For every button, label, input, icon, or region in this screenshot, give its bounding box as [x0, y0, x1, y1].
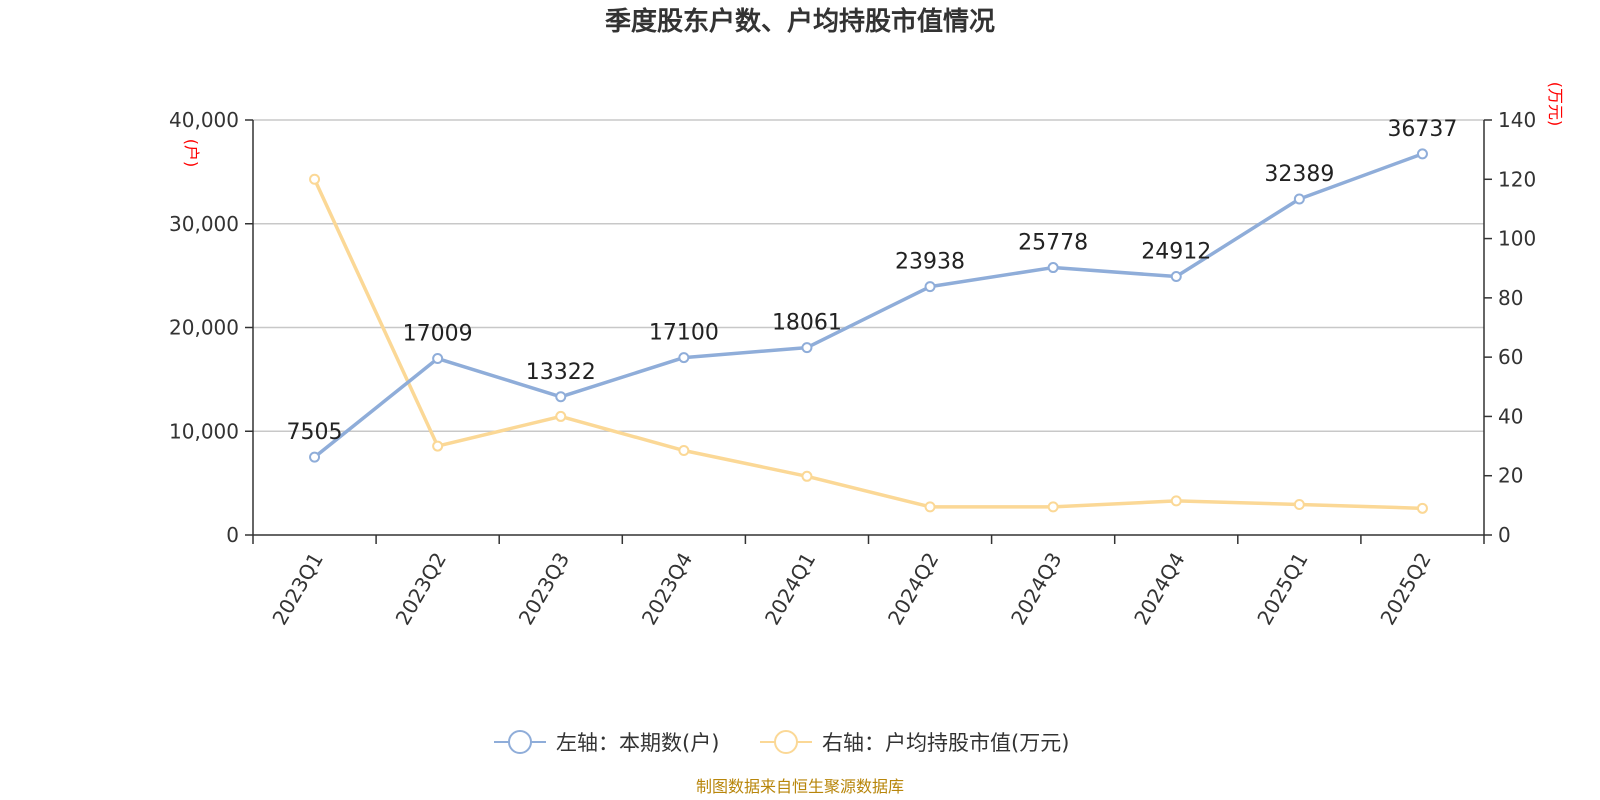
- data-point: [309, 451, 321, 463]
- series-line: [312, 178, 1423, 511]
- data-point: [1416, 502, 1428, 514]
- data-label: 17100: [649, 321, 719, 346]
- data-point: [1293, 193, 1305, 205]
- data-label: 7505: [287, 420, 343, 445]
- x-tick-label: 2023Q4: [637, 548, 697, 629]
- x-tick-label: 2024Q4: [1129, 548, 1189, 629]
- right-axis-unit: (万元): [1546, 82, 1565, 127]
- data-point: [432, 353, 444, 365]
- left-tick-label: 30,000: [169, 212, 239, 236]
- data-point: [309, 173, 321, 185]
- data-point: [555, 391, 567, 403]
- data-point: [1170, 271, 1182, 283]
- data-label: 18061: [772, 311, 842, 336]
- left-tick-label: 20,000: [169, 316, 239, 340]
- data-label: 36737: [1387, 117, 1457, 142]
- data-point: [678, 352, 690, 364]
- left-tick-label: 0: [226, 523, 239, 547]
- legend[interactable]: 左轴：本期数(户) 右轴：户均持股市值(万元): [494, 730, 1069, 755]
- left-tick-label: 10,000: [169, 419, 239, 443]
- data-label: 13322: [526, 360, 596, 385]
- legend-marker: [508, 730, 532, 754]
- source-note: 制图数据来自恒生聚源数据库: [696, 777, 904, 796]
- series-line: [313, 152, 1424, 459]
- legend-item[interactable]: 右轴：户均持股市值(万元): [760, 730, 1069, 755]
- data-label: 23938: [895, 250, 965, 275]
- data-point: [924, 281, 936, 293]
- right-tick-label: 60: [1498, 345, 1523, 369]
- data-label: 17009: [403, 322, 473, 347]
- right-tick-label: 0: [1498, 523, 1511, 547]
- x-tick-label: 2023Q1: [267, 548, 327, 629]
- data-label: 32389: [1264, 162, 1334, 187]
- series-layer: 7505 17009 13322 17100 18061 23938 25778 24912 3…: [287, 117, 1457, 514]
- right-tick-label: 80: [1498, 286, 1523, 310]
- data-point: [801, 342, 813, 354]
- right-tick-label: 20: [1498, 464, 1523, 488]
- series-left: 7505 17009 13322 17100 18061 23938 25778 24912 3…: [287, 117, 1457, 463]
- grid-lines: [253, 119, 1484, 432]
- data-point: [1416, 148, 1428, 160]
- right-tick-label: 120: [1498, 167, 1536, 191]
- legend-marker: [774, 730, 798, 754]
- x-tick-label: 2023Q2: [391, 548, 451, 629]
- chart-title: 季度股东户数、户均持股市值情况: [605, 6, 995, 37]
- x-tick-label: 2024Q1: [760, 548, 820, 629]
- legend-item[interactable]: 左轴：本期数(户): [494, 730, 719, 755]
- x-tick-label: 2025Q2: [1375, 548, 1435, 629]
- left-tick-label: 40,000: [169, 108, 239, 132]
- right-tick-label: 140: [1498, 108, 1536, 132]
- right-tick-label: 100: [1498, 227, 1536, 251]
- data-point: [432, 440, 444, 452]
- x-tick-label: 2024Q2: [883, 548, 943, 629]
- data-point: [678, 445, 690, 457]
- data-point: [801, 470, 813, 482]
- data-point: [1293, 498, 1305, 510]
- x-tick-label: 2023Q3: [514, 548, 574, 629]
- legend-label: 左轴：本期数(户): [556, 731, 719, 755]
- data-point: [1047, 501, 1059, 513]
- data-label: 24912: [1141, 240, 1211, 265]
- series-right: [309, 173, 1428, 514]
- x-tick-label: 2024Q3: [1006, 548, 1066, 629]
- data-point: [1170, 495, 1182, 507]
- x-tick-label: 2025Q1: [1252, 548, 1312, 629]
- right-tick-label: 40: [1498, 404, 1523, 428]
- data-point: [1047, 262, 1059, 274]
- legend-label: 右轴：户均持股市值(万元): [822, 731, 1069, 755]
- data-label: 25778: [1018, 231, 1088, 256]
- data-point: [924, 501, 936, 513]
- data-point: [555, 410, 567, 422]
- left-axis-unit: (户): [182, 139, 201, 168]
